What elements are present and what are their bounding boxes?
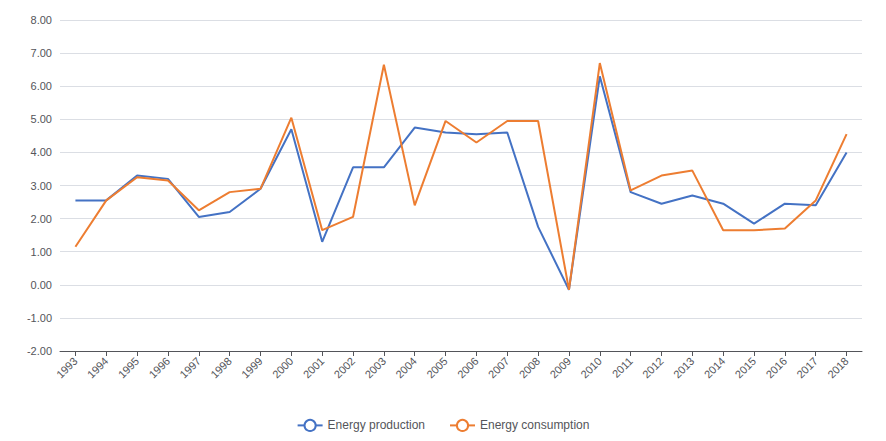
svg-text:2010: 2010 [578,355,604,381]
svg-text:2012: 2012 [640,355,666,381]
svg-text:1.00: 1.00 [31,246,52,258]
svg-text:2015: 2015 [733,355,759,381]
svg-text:2018: 2018 [825,355,851,381]
svg-text:2002: 2002 [332,355,358,381]
svg-text:1995: 1995 [116,355,142,381]
svg-text:Energy production: Energy production [328,418,425,432]
svg-text:2009: 2009 [547,355,573,381]
svg-text:1994: 1994 [85,355,111,381]
svg-text:-2.00: -2.00 [27,345,52,357]
svg-text:1996: 1996 [146,355,172,381]
svg-text:0.00: 0.00 [31,279,52,291]
svg-text:2004: 2004 [393,355,419,381]
svg-text:2008: 2008 [517,355,543,381]
svg-text:-1.00: -1.00 [27,312,52,324]
svg-text:2.00: 2.00 [31,213,52,225]
svg-text:2007: 2007 [486,355,512,381]
svg-text:1993: 1993 [54,355,80,381]
svg-text:2003: 2003 [362,355,388,381]
svg-text:1998: 1998 [208,355,234,381]
svg-text:2017: 2017 [794,355,820,381]
svg-text:3.00: 3.00 [31,180,52,192]
svg-text:2013: 2013 [671,355,697,381]
svg-text:2014: 2014 [702,355,728,381]
svg-text:Energy consumption: Energy consumption [480,418,589,432]
svg-text:2000: 2000 [270,355,296,381]
svg-text:2005: 2005 [424,355,450,381]
svg-text:2011: 2011 [610,355,635,380]
svg-text:2006: 2006 [455,355,481,381]
svg-text:2016: 2016 [763,355,789,381]
svg-text:5.00: 5.00 [31,113,52,125]
svg-text:4.00: 4.00 [31,146,52,158]
svg-text:2001: 2001 [301,355,327,381]
svg-text:1999: 1999 [239,355,265,381]
svg-text:1997: 1997 [177,355,203,381]
svg-text:8.00: 8.00 [31,14,52,26]
svg-text:6.00: 6.00 [31,80,52,92]
svg-text:7.00: 7.00 [31,47,52,59]
